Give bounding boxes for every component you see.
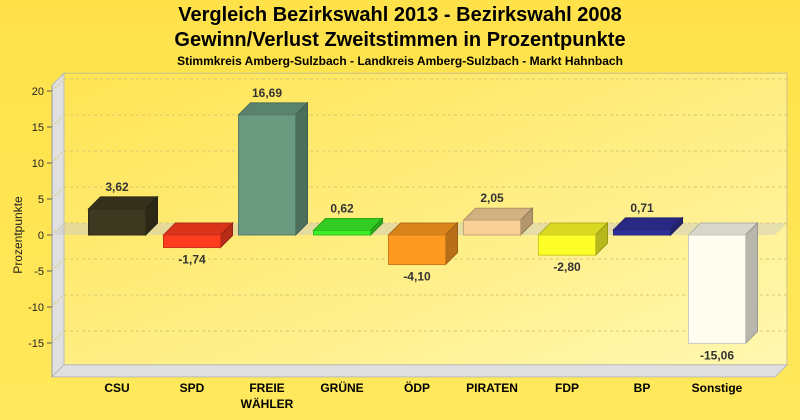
y-tick-label: 10 bbox=[32, 158, 44, 170]
y-tick-label: -5 bbox=[34, 266, 44, 278]
x-tick-label: PIRATEN bbox=[466, 381, 518, 395]
bar-front bbox=[238, 114, 296, 236]
bar-fdp bbox=[537, 221, 609, 257]
x-tick-label: ÖDP bbox=[404, 380, 430, 395]
x-tick-label: FDP bbox=[555, 381, 579, 395]
bar-front bbox=[388, 234, 446, 266]
bar-front bbox=[538, 234, 596, 256]
y-tick-label: 5 bbox=[38, 194, 44, 206]
bar-front bbox=[313, 230, 371, 236]
x-tick-label: GRÜNE bbox=[320, 380, 363, 395]
bar-front bbox=[613, 229, 671, 236]
x-tick-label: SPD bbox=[180, 381, 205, 395]
y-tick-label: 15 bbox=[32, 122, 44, 134]
chart-subtitle-2: Stimmkreis Amberg-Sulzbach - Landkreis A… bbox=[177, 54, 623, 68]
data-label: -4,10 bbox=[403, 270, 431, 284]
bar-bp bbox=[612, 216, 684, 237]
gridline-side bbox=[51, 186, 65, 200]
bar-grüne bbox=[312, 217, 384, 237]
data-label: -1,74 bbox=[178, 253, 206, 267]
x-tick-label: WÄHLER bbox=[241, 396, 294, 411]
bar-freie-wähler bbox=[237, 101, 309, 237]
bar-front bbox=[463, 219, 521, 236]
bar-spd bbox=[162, 221, 234, 249]
data-label: -2,80 bbox=[553, 260, 581, 274]
x-tick-label: Sonstige bbox=[692, 381, 743, 395]
gridline-side bbox=[51, 150, 65, 164]
gridline-side bbox=[51, 114, 65, 128]
x-tick-label: FREIE bbox=[249, 381, 284, 395]
bar-csu bbox=[87, 195, 159, 237]
y-tick-label: 20 bbox=[32, 86, 44, 98]
gridline-side bbox=[51, 330, 65, 344]
gridline-side bbox=[51, 78, 65, 92]
data-label: 0,71 bbox=[630, 201, 654, 215]
gridline-side bbox=[51, 222, 65, 236]
data-label: 0,62 bbox=[330, 202, 354, 216]
bar-piraten bbox=[462, 207, 534, 237]
y-tick-label: -10 bbox=[28, 302, 44, 314]
bar-front bbox=[163, 234, 221, 249]
data-label: 2,05 bbox=[480, 191, 504, 205]
floor bbox=[50, 364, 789, 378]
y-tick-label: -15 bbox=[28, 338, 44, 350]
y-tick-label: 0 bbox=[38, 230, 44, 242]
bar-front bbox=[88, 208, 146, 236]
data-label: -15,06 bbox=[700, 348, 734, 362]
data-label: 3,62 bbox=[105, 180, 129, 194]
bar-ödp bbox=[387, 221, 459, 266]
chart-subtitle: Gewinn/Verlust Zweitstimmen in Prozentpu… bbox=[174, 29, 626, 51]
bar-front bbox=[688, 234, 746, 344]
bar-side bbox=[295, 101, 308, 237]
bar-side bbox=[745, 221, 758, 345]
gridline-side bbox=[51, 258, 65, 272]
y-axis-label: Prozentpunkte bbox=[11, 196, 25, 274]
data-label: 16,69 bbox=[252, 86, 282, 100]
gridline-side bbox=[51, 294, 65, 308]
chart-title: Vergleich Bezirkswahl 2013 - Bezirkswahl… bbox=[178, 4, 622, 26]
bar-sonstige bbox=[687, 221, 759, 345]
x-tick-label: CSU bbox=[104, 381, 129, 395]
x-tick-label: BP bbox=[634, 381, 651, 395]
